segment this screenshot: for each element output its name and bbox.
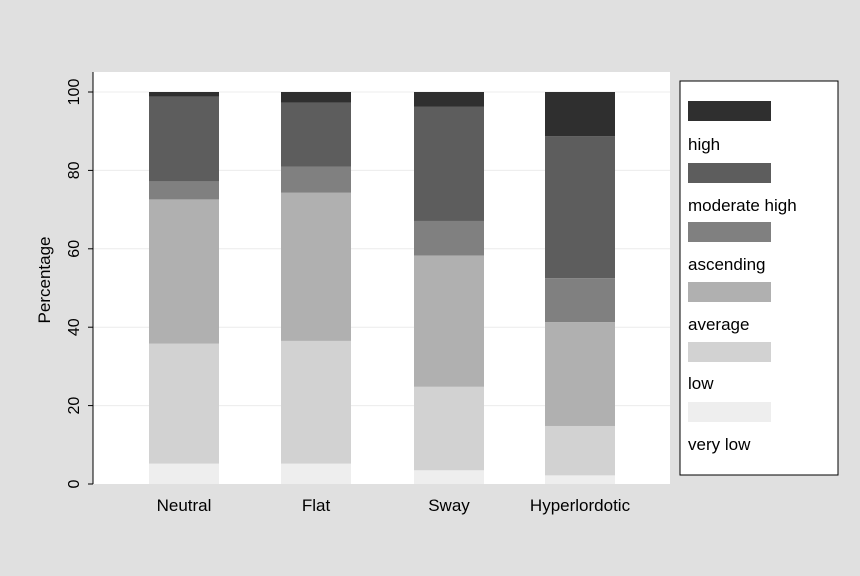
- bar-segment: [281, 102, 351, 167]
- x-tick-label: Flat: [302, 496, 331, 515]
- y-tick-label: 0: [66, 479, 83, 488]
- bar-segment: [281, 192, 351, 341]
- legend-swatch: [688, 282, 771, 302]
- x-tick-label: Hyperlordotic: [530, 496, 631, 515]
- legend-swatch: [688, 163, 771, 183]
- y-tick-label: 100: [66, 79, 83, 106]
- bar-segment: [149, 96, 219, 182]
- bar-segment: [281, 340, 351, 464]
- y-axis-title: Percentage: [35, 237, 54, 324]
- bar-segment: [281, 92, 351, 103]
- bar-segment: [149, 463, 219, 484]
- y-tick-label: 20: [66, 397, 83, 415]
- bar-segment: [281, 166, 351, 193]
- legend-label: high: [688, 135, 720, 154]
- legend-label: moderate high: [688, 196, 797, 215]
- bar-segment: [414, 255, 484, 387]
- bar-segment: [414, 386, 484, 471]
- legend-swatch: [688, 402, 771, 422]
- y-tick-label: 80: [66, 161, 83, 179]
- legend: high moderate high ascending average low very…: [688, 101, 797, 454]
- legend-swatch: [688, 222, 771, 242]
- legend-swatch: [688, 101, 771, 121]
- y-tick-label: 60: [66, 240, 83, 258]
- legend-swatch: [688, 342, 771, 362]
- x-tick-label: Sway: [428, 496, 470, 515]
- legend-label: low: [688, 374, 714, 393]
- bar-segment: [545, 278, 615, 323]
- x-axis-labels: Neutral Flat Sway Hyperlordotic: [157, 496, 631, 515]
- y-axis-ticks: 0 20 40 60 80 100: [66, 79, 93, 488]
- legend-label: very low: [688, 435, 751, 454]
- bar-segment: [414, 92, 484, 107]
- bar-segment: [149, 199, 219, 344]
- bar-segment: [545, 425, 615, 476]
- y-tick-label: 40: [66, 318, 83, 336]
- x-tick-label: Neutral: [157, 496, 212, 515]
- bars: [149, 92, 615, 484]
- bar-segment: [414, 470, 484, 484]
- bar-segment: [149, 92, 219, 97]
- bar-segment: [414, 220, 484, 256]
- bar-segment: [545, 136, 615, 279]
- bar-segment: [414, 106, 484, 221]
- legend-label: average: [688, 315, 749, 334]
- bar-segment: [545, 92, 615, 137]
- bar-segment: [149, 181, 219, 200]
- bar-segment: [149, 343, 219, 464]
- bar-segment: [281, 463, 351, 484]
- bar-segment: [545, 475, 615, 484]
- bar-segment: [545, 322, 615, 426]
- legend-label: ascending: [688, 255, 766, 274]
